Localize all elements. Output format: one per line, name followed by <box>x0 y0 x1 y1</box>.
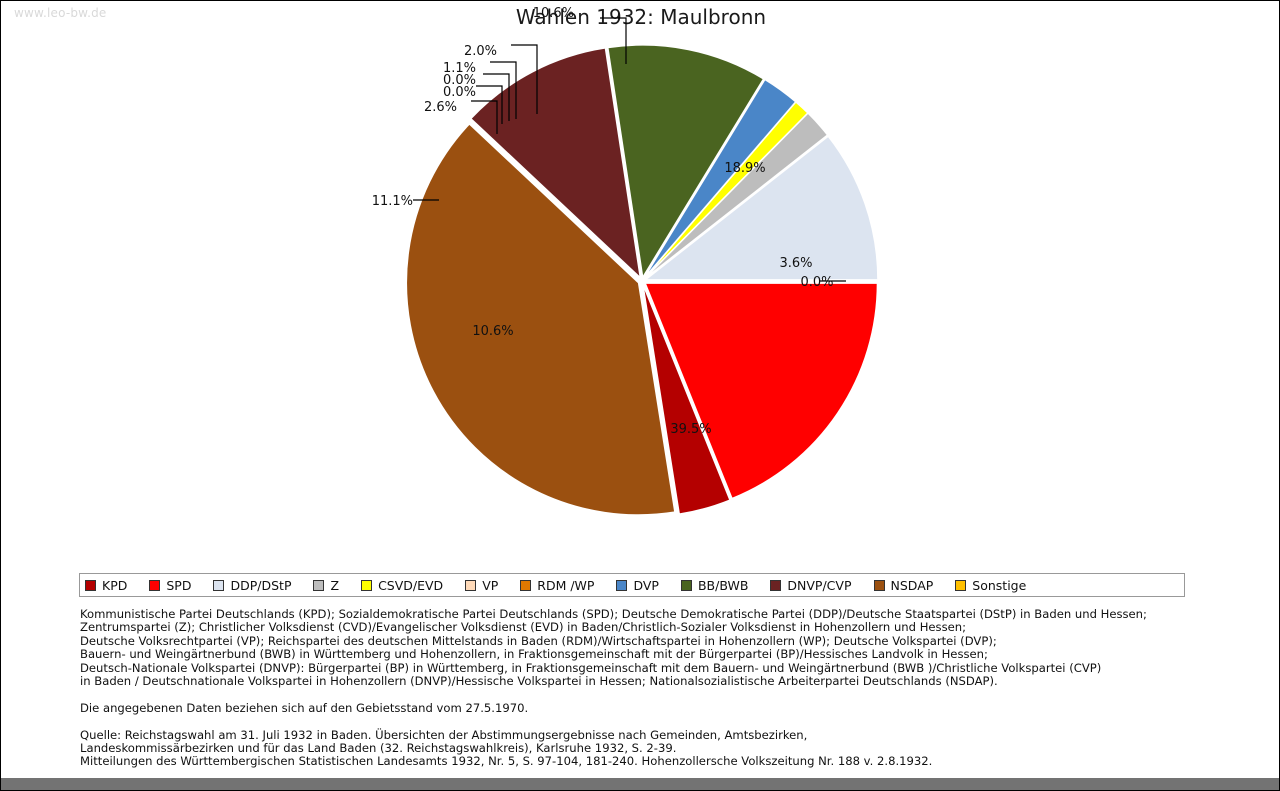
pie-label-dvp: 2.6% <box>424 100 457 115</box>
pie-label-nsdap: 39.5% <box>670 422 711 437</box>
pie-leader-lines <box>413 17 846 282</box>
legend-item-label: SPD <box>166 577 192 593</box>
pie-slice-spd[interactable] <box>644 282 878 500</box>
footnote-spacer-1 <box>80 688 1230 701</box>
footnote-line: Zentrumspartei (Z); Christlicher Volksdi… <box>80 620 967 635</box>
legend-swatch-icon <box>955 579 967 591</box>
legend-item-ddp-dstp[interactable]: DDP/DStP <box>213 578 311 593</box>
pie-label-dnvp: 10.6% <box>472 324 513 339</box>
pie-label-z: 2.0% <box>464 44 497 59</box>
pie-label-csvd: 1.1% <box>443 61 476 76</box>
legend: KPD SPD DDP/DStP Z CSVD/EVD VP RDM /WP DVP BB/BW… <box>79 573 1185 597</box>
footnote-line: Die angegebenen Daten beziehen sich auf … <box>80 700 529 715</box>
legend-swatch-icon <box>313 579 325 591</box>
legend-swatch-icon <box>616 579 628 591</box>
legend-item-vp[interactable]: VP <box>465 578 518 593</box>
pie-slice-nsdap[interactable] <box>405 123 676 516</box>
legend-item-label: Sonstige <box>972 577 1027 593</box>
pie-slice-ddp-dstp[interactable] <box>644 135 879 281</box>
legend-swatch-icon <box>873 579 885 591</box>
leader-line-vp <box>476 85 503 124</box>
legend-item-z[interactable]: Z <box>313 578 359 593</box>
footnote-party-definitions: Kommunistische Partei Deutschlands (KPD)… <box>80 607 1230 689</box>
footnote-spacer-2 <box>80 715 1230 728</box>
pie-slice-labels: 18.9%3.6%0.0%39.5%10.6%11.1%2.6%0.0%0.0%… <box>372 6 834 437</box>
legend-item-kpd[interactable]: KPD <box>85 578 147 593</box>
legend-item-label: DDP/DStP <box>230 577 292 593</box>
pie-label-bb: 11.1% <box>372 194 413 209</box>
legend-item-label: NSDAP <box>890 577 934 593</box>
pie-slice-bb-bwb[interactable] <box>607 44 765 279</box>
watermark-label: www.leo-bw.de <box>14 6 107 20</box>
pie-label-ddp: 10.6% <box>533 6 574 21</box>
footnote-territorial-note: Die angegebenen Daten beziehen sich auf … <box>80 700 1230 715</box>
legend-item-label: CSVD/EVD <box>378 577 444 593</box>
legend-swatch-icon <box>361 579 373 591</box>
pie-slice-group <box>405 44 879 516</box>
legend-item-label: KPD <box>102 577 128 593</box>
footnote-line: Deutsch-Nationale Volkspartei (DNVP): Bü… <box>80 660 1102 675</box>
legend-swatch-icon <box>465 579 477 591</box>
legend-item-label: Z <box>330 577 340 593</box>
leader-line-csvd <box>490 61 517 119</box>
legend-swatch-icon <box>520 579 532 591</box>
footnote-line: Quelle: Reichstagswahl am 31. Juli 1932 … <box>80 727 808 742</box>
legend-item-label: VP <box>482 577 499 593</box>
legend-swatch-icon <box>770 579 782 591</box>
leader-line-z <box>511 44 538 114</box>
leader-line-sonstige <box>483 73 510 121</box>
footnotes: Kommunistische Partei Deutschlands (KPD)… <box>80 607 1230 769</box>
legend-item-label: DVP <box>633 577 659 593</box>
legend-item-rdm-wp[interactable]: RDM /WP <box>520 578 614 593</box>
footnote-line: Kommunistische Partei Deutschlands (KPD)… <box>80 607 1147 621</box>
bottom-bar <box>1 778 1279 790</box>
pie-label-sonstige: 0.0% <box>443 73 476 88</box>
leader-line-ddp <box>600 17 627 64</box>
page-title: Wahlen 1932: Maulbronn <box>515 5 767 29</box>
legend-item-sonstige[interactable]: Sonstige <box>955 578 1026 593</box>
footnote-line: Mitteilungen des Württembergischen Stati… <box>80 754 933 769</box>
footnote-line: Bauern- und Weingärtnerbund (BWB) in Wür… <box>80 647 988 662</box>
legend-swatch-icon <box>85 579 96 591</box>
footnote-line: in Baden / Deutschnationale Volkspartei … <box>80 674 998 689</box>
pie-chart: 18.9%3.6%0.0%39.5%10.6%11.1%2.6%0.0%0.0%… <box>372 6 879 516</box>
legend-swatch-icon <box>680 579 692 591</box>
pie-slice-kpd[interactable] <box>642 284 731 515</box>
pie-label-rdm: 0.0% <box>800 275 833 290</box>
pie-slice-dnvp-cvp[interactable] <box>470 47 641 280</box>
legend-item-label: DNVP/CVP <box>787 577 852 593</box>
legend-item-label: BB/BWB <box>697 577 749 593</box>
legend-item-nsdap[interactable]: NSDAP <box>873 577 954 593</box>
legend-item-dnvp-cvp[interactable]: DNVP/CVP <box>770 578 871 593</box>
pie-label-vp: 0.0% <box>443 85 476 100</box>
legend-swatch-icon <box>149 579 161 591</box>
pie-label-kpd: 3.6% <box>779 256 812 271</box>
legend-item-spd[interactable]: SPD <box>149 578 211 593</box>
footnote-source: Quelle: Reichstagswahl am 31. Juli 1932 … <box>80 727 1230 769</box>
footnote-line: Landeskommissärbezirken und für das Land… <box>80 741 677 756</box>
leader-line-dvp <box>471 100 498 134</box>
pie-label-spd: 18.9% <box>724 161 765 176</box>
footnote-line: Deutsche Volksrechtpartei (VP); Reichspa… <box>80 633 997 648</box>
legend-item-dvp[interactable]: DVP <box>616 578 679 593</box>
legend-swatch-icon <box>213 579 225 591</box>
pie-slice-z[interactable] <box>644 112 829 279</box>
legend-item-csvd-evd[interactable]: CSVD/EVD <box>361 578 463 593</box>
legend-item-label: RDM /WP <box>537 577 595 593</box>
legend-item-bb-bwb[interactable]: BB/BWB <box>680 577 768 593</box>
